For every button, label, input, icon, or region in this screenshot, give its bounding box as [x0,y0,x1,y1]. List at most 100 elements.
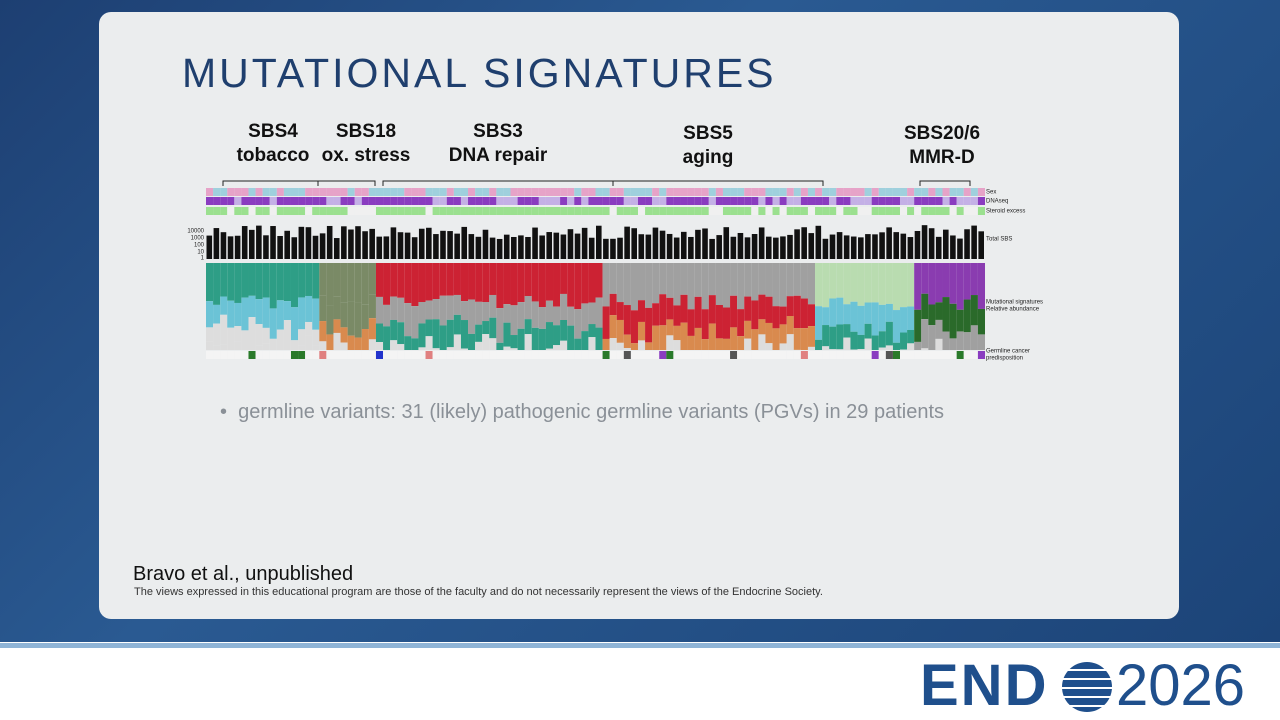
figure-cell [807,326,816,347]
figure-cell [361,188,369,196]
figure-cell [857,349,865,350]
figure-cell [531,188,539,196]
figure-cell [383,236,390,259]
figure-cell [928,263,936,305]
figure-cell [411,306,419,339]
figure-cell [694,207,702,215]
figure-cell [397,297,405,323]
figure-cell [390,227,397,259]
figure-cell [340,197,348,205]
figure-cell [793,197,801,205]
figure-cell [864,207,872,215]
figure-cell [545,197,554,205]
figure-cell [234,235,241,259]
figure-cell [652,325,660,350]
figure-cell [864,351,872,359]
figure-cell [793,328,801,350]
figure-cell [375,207,384,215]
figure-cell [361,207,369,215]
figure-cell [900,332,908,350]
figure-cell [305,335,313,350]
figure-cell [659,294,667,326]
figure-cell [702,228,708,259]
figure-cell [616,207,624,215]
figure-cell [623,207,631,215]
figure-cell [213,263,221,305]
figure-cell [857,207,865,215]
figure-cell [510,197,518,205]
figure-cell [468,197,476,205]
figure-cell [800,298,808,329]
figure-cell [829,188,837,196]
figure-cell [220,188,228,196]
figure-cell [503,304,511,323]
figure-cell [694,197,702,205]
figure-cell [581,207,589,215]
axis-tick: 1000 [191,236,205,242]
figure-cell [637,340,646,350]
figure-cell [730,351,738,359]
figure-cell [517,302,525,329]
figure-cell [460,197,469,205]
figure-cell [645,263,653,308]
figure-cell [290,188,299,196]
figure-cell [347,351,355,359]
figure-cell [701,263,709,310]
figure-cell [446,319,454,348]
signature-group: SBS18 ox. stress [313,120,419,168]
figure-cell [425,336,433,350]
figure-cell [694,188,702,196]
figure-cell [489,294,497,318]
disclaimer: The views expressed in this educational … [134,586,823,598]
figure-cell [779,188,787,196]
figure-cell [708,188,716,196]
figure-cell [397,344,405,350]
logo-brand: END [920,653,1049,718]
figure-cell [892,310,901,343]
figure-cell [460,320,469,349]
figure-cell [914,341,922,350]
figure-cell [326,334,334,350]
bracket [318,180,376,186]
figure-cell [418,207,426,215]
figure-cell [800,197,808,205]
figure-cell [900,207,908,215]
figure-cell [446,263,454,296]
figure-cell [822,325,830,347]
figure-cell [885,351,893,359]
figure-cell [715,197,723,205]
figure-cell [637,188,646,196]
track-label: Steroid excess [986,209,1025,215]
figure-cell [737,197,745,205]
figure-cell [426,227,432,259]
figure-cell [758,294,766,320]
figure-cell [970,207,978,215]
figure-cell [879,232,885,259]
figure-cell [708,295,716,324]
figure-cell [574,338,582,350]
figure-cell [524,207,532,215]
track-label: Sex [986,190,996,196]
figure-cell [758,188,766,196]
figure-cell [524,351,532,359]
figure-cell [518,235,524,259]
figure-cell [623,351,631,359]
figure-cell [836,351,844,359]
figure-cell [631,228,637,259]
figure-cell [375,296,384,324]
figure-cell [517,207,525,215]
figure-cell [298,188,306,196]
figure-cell [545,207,554,215]
figure-cell [446,347,454,350]
figure-cell [354,337,362,350]
figure-cell [390,340,398,350]
figure-cell [595,297,603,328]
figure-cell [524,263,532,297]
figure-cell [652,303,660,326]
figure-cell [397,263,405,298]
figure-cell [475,236,482,259]
figure-cell [652,351,660,359]
figure-cell [666,233,673,259]
figure-cell [928,351,936,359]
figure-cell [390,296,398,320]
